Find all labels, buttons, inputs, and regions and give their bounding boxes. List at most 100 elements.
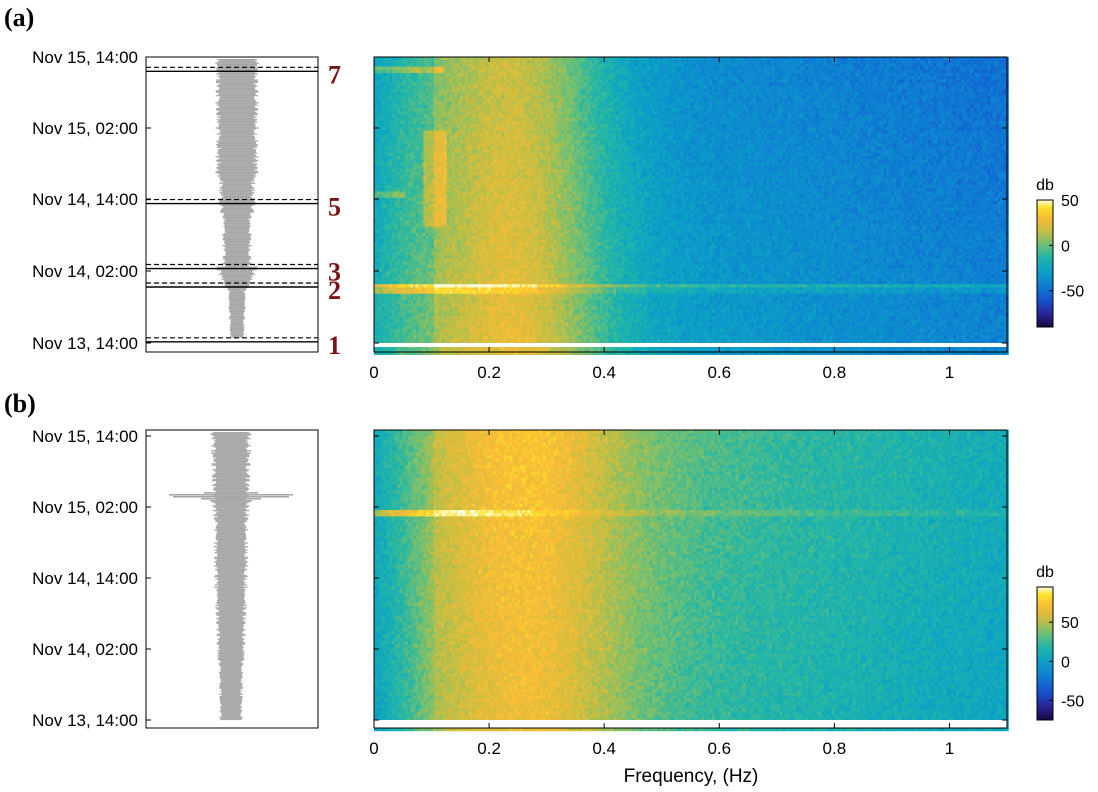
spectrogram-cell [759, 89, 762, 93]
spectrogram-cell [894, 89, 897, 93]
spectrogram-cell [579, 63, 582, 67]
spectrogram-cell [962, 76, 965, 80]
spectrogram-cell [400, 57, 403, 61]
spectrogram-cell [436, 70, 439, 74]
spectrogram-cell [400, 73, 403, 77]
spectrogram-cell [798, 67, 801, 71]
spectrogram-cell [743, 89, 746, 93]
spectrogram-cell [457, 105, 460, 109]
spectrogram-cell [637, 92, 640, 96]
spectrogram-cell [595, 60, 598, 64]
spectrogram-cell [972, 67, 975, 71]
spectrogram-cell [917, 63, 920, 67]
spectrogram-cell [379, 79, 382, 83]
spectrogram-cell [434, 76, 437, 80]
spectrogram-cell [894, 57, 897, 61]
spectrogram-cell [884, 67, 887, 71]
spectrogram-cell [949, 99, 952, 103]
spectrogram-cell [842, 99, 845, 103]
spectrogram-cell [572, 92, 575, 96]
spectrogram-cell [410, 57, 413, 61]
spectrogram-cell [410, 105, 413, 109]
spectrogram-cell [943, 67, 946, 71]
spectrogram-cell [873, 60, 876, 64]
spectrogram-cell [806, 89, 809, 93]
spectrogram-cell [390, 67, 393, 71]
spectrogram-cell [429, 86, 432, 90]
spectrogram-cell [975, 86, 978, 90]
spectrogram-cell [678, 92, 681, 96]
spectrogram-cell [772, 70, 775, 74]
spectrogram-cell [977, 76, 980, 80]
spectrogram-cell [483, 79, 486, 83]
spectrogram-cell [504, 79, 507, 83]
spectrogram-cell [897, 67, 900, 71]
spectrogram-cell [886, 86, 889, 90]
spectrogram-cell [561, 86, 564, 90]
spectrogram-cell [847, 60, 850, 64]
waveform-sample [225, 231, 250, 232]
spectrogram-cell [509, 105, 512, 109]
spectrogram-cell [590, 92, 593, 96]
spectrogram-cell [738, 60, 741, 64]
spectrogram-cell [496, 99, 499, 103]
spectrogram-cell [416, 86, 419, 90]
spectrogram-cell [819, 63, 822, 67]
spectrogram-cell [982, 92, 985, 96]
spectrogram-cell [824, 76, 827, 80]
spectrogram-cell [725, 105, 728, 109]
spectrogram-cell [943, 79, 946, 83]
spectrogram-cell [681, 73, 684, 77]
spectrogram-cell [764, 102, 767, 106]
spectrogram-cell [855, 105, 858, 109]
spectrogram-cell [395, 105, 398, 109]
spectrogram-cell [902, 79, 905, 83]
spectrogram-cell [951, 67, 954, 71]
spectrogram-cell [585, 99, 588, 103]
spectrogram-cell [585, 70, 588, 74]
spectrogram-cell [668, 79, 671, 83]
spectrogram-cell [943, 92, 946, 96]
spectrogram-cell [998, 105, 1001, 109]
spectrogram-cell [764, 73, 767, 77]
spectrogram-cell [946, 95, 949, 99]
spectrogram-cell [504, 57, 507, 61]
spectrogram-cell [595, 70, 598, 74]
spectrogram-cell [574, 83, 577, 87]
spectrogram-cell [722, 86, 725, 90]
spectrogram-cell [611, 92, 614, 96]
spectrogram-cell [998, 70, 1001, 74]
spectrogram-cell [902, 83, 905, 87]
spectrogram-cell [933, 76, 936, 80]
spectrogram-cell [816, 73, 819, 77]
spectrogram-cell [434, 63, 437, 67]
spectrogram-cell [548, 95, 551, 99]
spectrogram-cell [808, 99, 811, 103]
spectrogram-cell [655, 86, 658, 90]
spectrogram-cell [585, 79, 588, 83]
spectrogram-cell [395, 79, 398, 83]
spectrogram-cell [644, 76, 647, 80]
spectrogram-cell [379, 105, 382, 109]
spectrogram-cell [728, 70, 731, 74]
spectrogram-cell [522, 79, 525, 83]
spectrogram-cell [959, 99, 962, 103]
spectrogram-cell [665, 67, 668, 71]
spectrogram-cell [808, 63, 811, 67]
spectrogram-cell [592, 79, 595, 83]
spectrogram-cell [962, 83, 965, 87]
spectrogram-cell [923, 86, 926, 90]
spectrogram-cell [634, 102, 637, 106]
spectrogram-cell [720, 70, 723, 74]
spectrogram-cell [520, 95, 523, 99]
spectrogram-cell [403, 92, 406, 96]
spectrogram-cell [499, 89, 502, 93]
spectrogram-cell [764, 105, 767, 109]
spectrogram-cell [912, 70, 915, 74]
spectrogram-cell [681, 79, 684, 83]
spectrogram-cell [785, 73, 788, 77]
spectrogram-cell [722, 79, 725, 83]
spectrogram-cell [808, 57, 811, 61]
spectrogram-cell [400, 67, 403, 71]
spectrogram-cell [478, 83, 481, 87]
